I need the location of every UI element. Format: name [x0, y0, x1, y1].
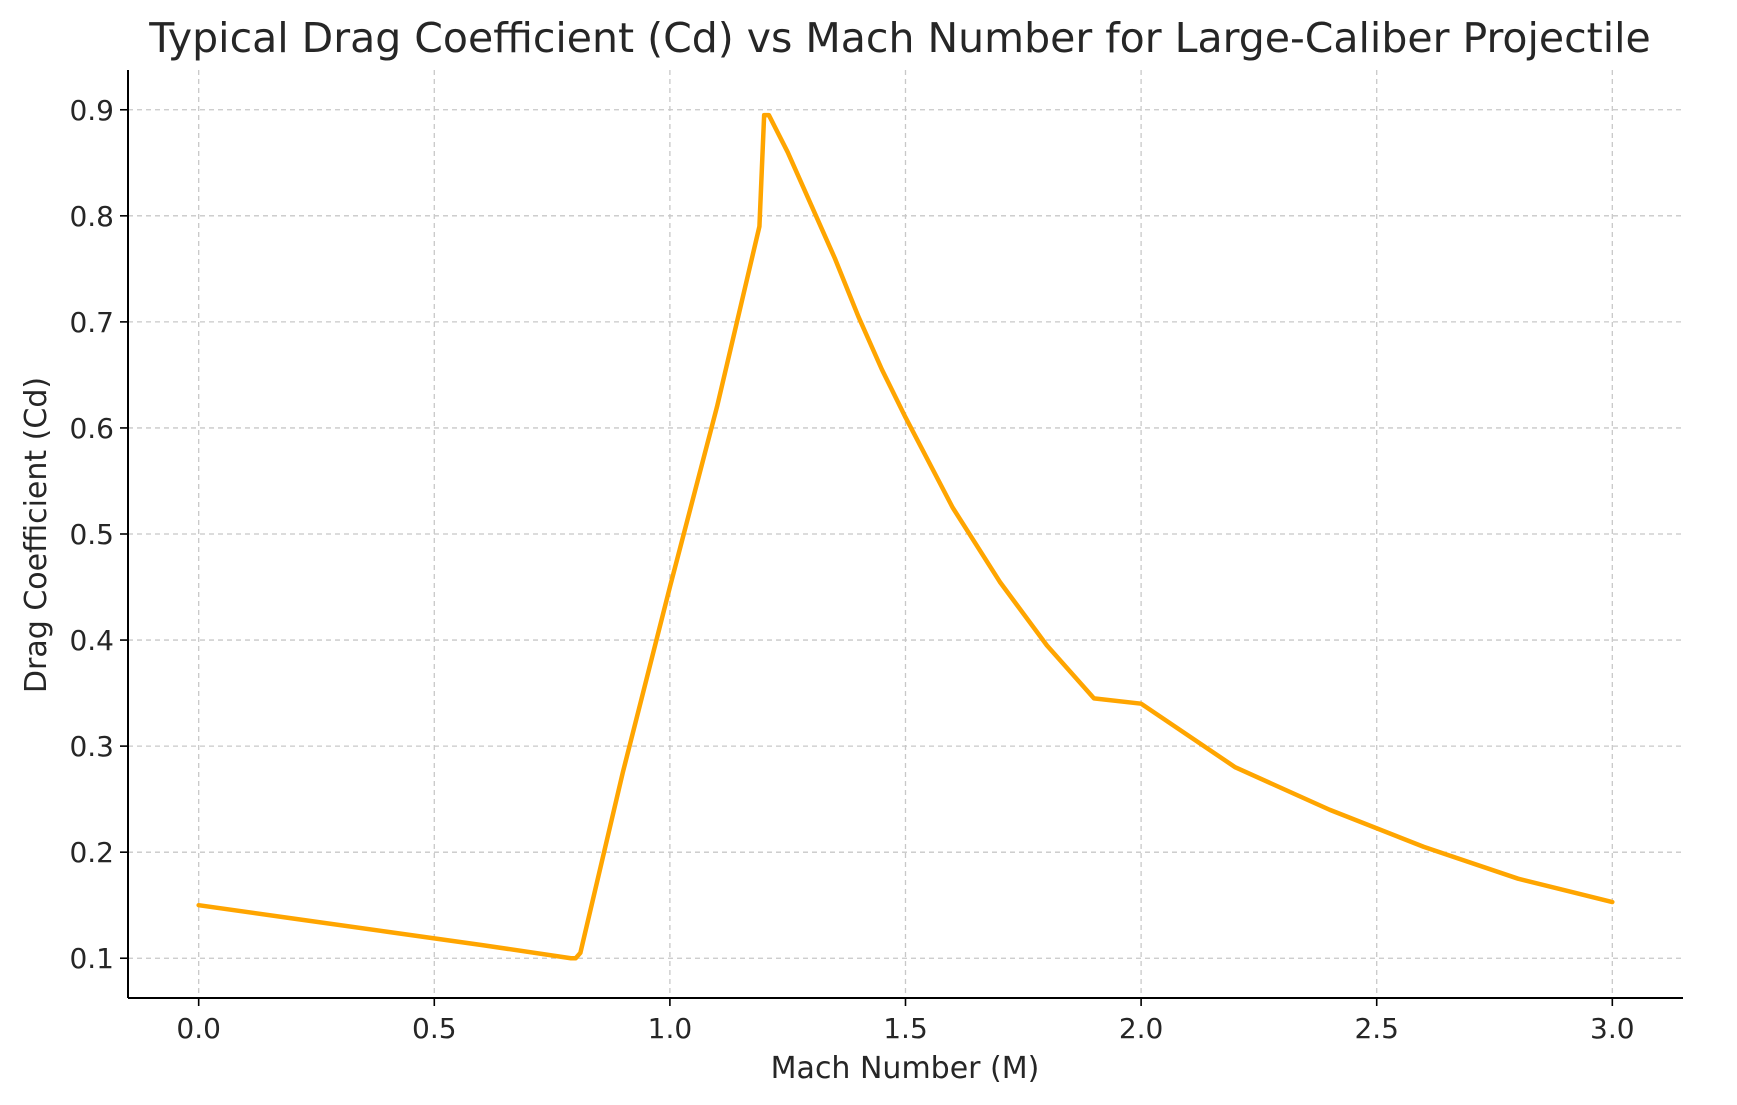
y-tick-label: 0.4 — [69, 624, 114, 657]
y-tick-label: 0.5 — [69, 518, 114, 551]
x-tick-label: 0.0 — [176, 1012, 221, 1045]
x-tick-label: 1.5 — [883, 1012, 928, 1045]
y-tick-label: 0.7 — [69, 306, 114, 339]
series-layer — [196, 112, 1615, 961]
x-tick-label: 1.0 — [648, 1012, 693, 1045]
x-axis-label: Mach Number (M) — [771, 1051, 1040, 1086]
x-ticks: 0.0 0.5 1.0 1.5 2.0 2.5 3.0 — [176, 998, 1635, 1045]
y-tick-label: 0.3 — [69, 730, 114, 763]
y-ticks: 0.1 0.2 0.3 0.4 0.5 0.6 0.7 0.8 0.9 — [69, 94, 128, 975]
x-tick-label: 2.0 — [1119, 1012, 1164, 1045]
y-tick-label: 0.2 — [69, 836, 114, 869]
y-tick-label: 0.8 — [69, 200, 114, 233]
y-tick-label: 0.1 — [69, 942, 114, 975]
y-axis-label: Drag Coefficient (Cd) — [19, 377, 54, 693]
grid — [128, 70, 1683, 998]
x-tick-label: 0.5 — [412, 1012, 457, 1045]
cd-series-line — [196, 112, 1615, 961]
x-tick-label: 3.0 — [1590, 1012, 1635, 1045]
y-tick-label: 0.9 — [69, 94, 114, 127]
y-tick-label: 0.6 — [69, 412, 114, 445]
chart-title: Typical Drag Coefficient (Cd) vs Mach Nu… — [148, 14, 1651, 62]
x-tick-label: 2.5 — [1354, 1012, 1399, 1045]
